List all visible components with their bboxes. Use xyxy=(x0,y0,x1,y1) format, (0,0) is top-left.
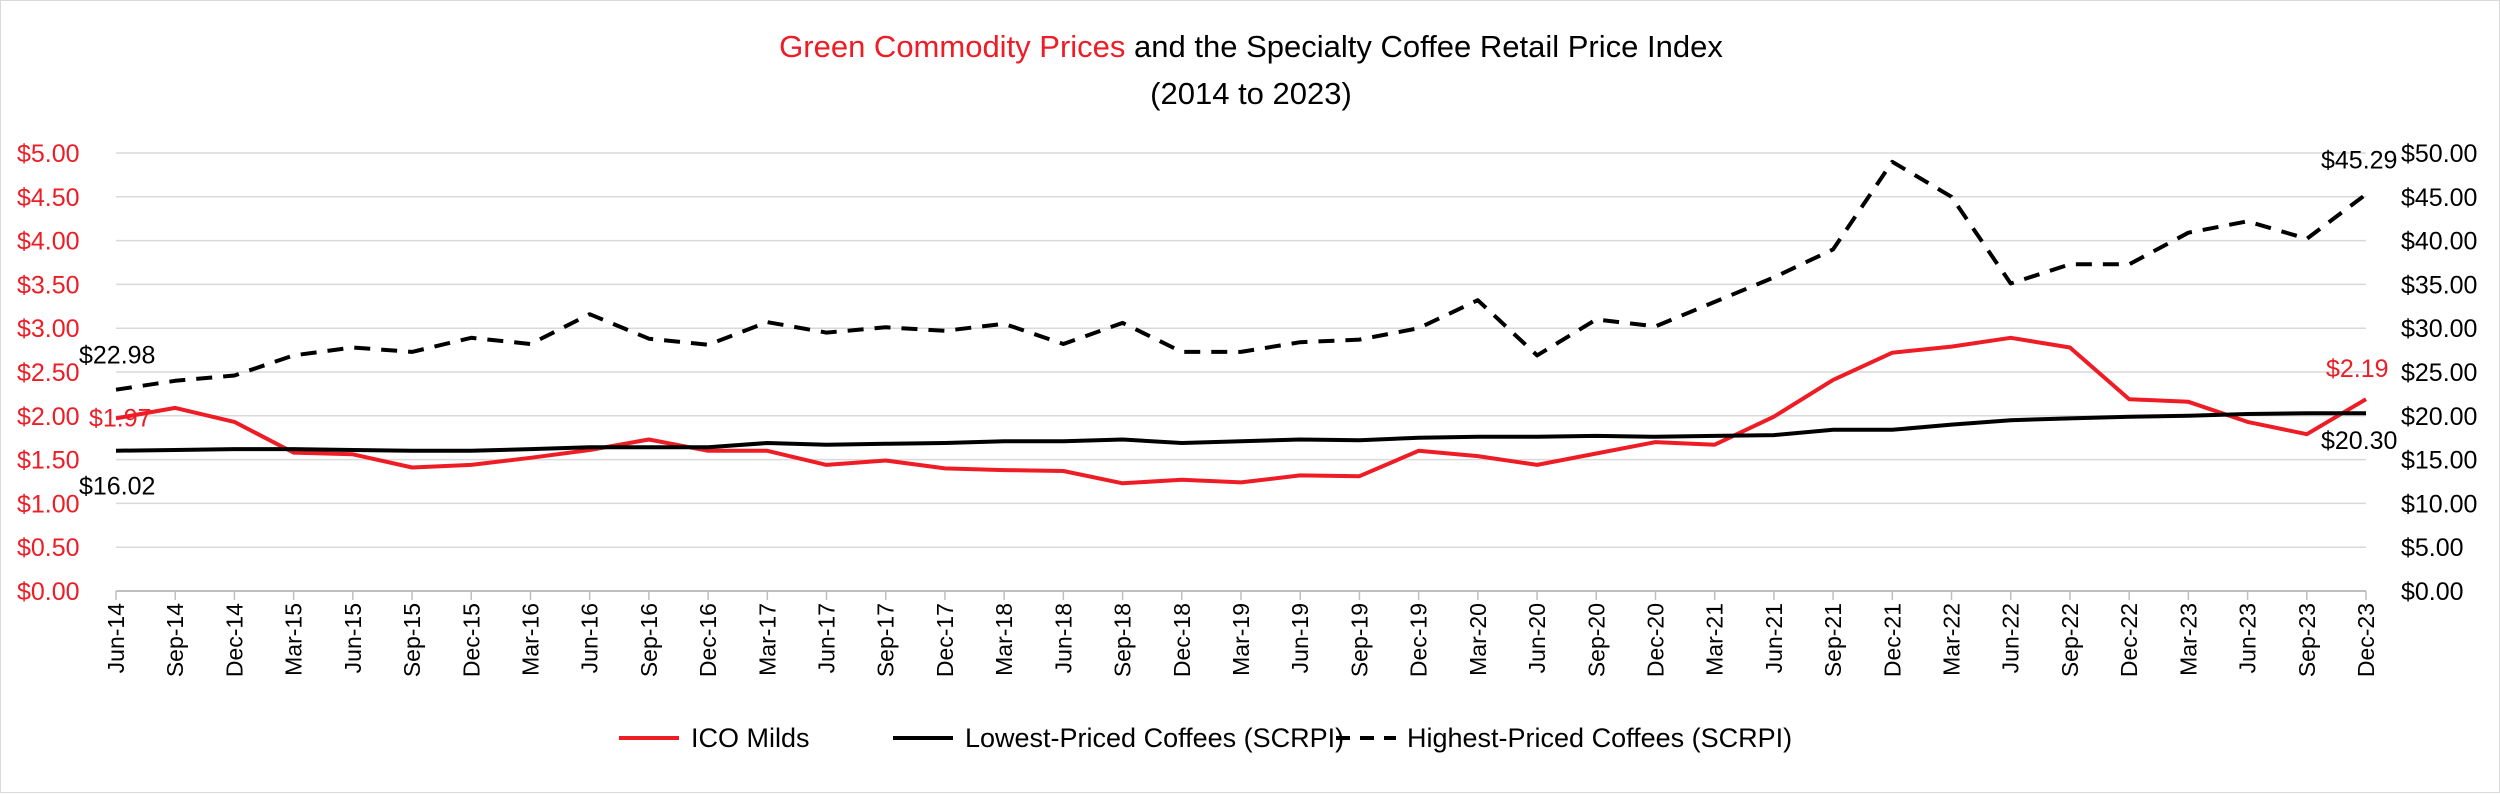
x-tick-label: Mar-23 xyxy=(2175,603,2201,676)
series-line-ico-milds xyxy=(115,335,2368,486)
axes: $0.00 $0.50 $1.00 $1.50 $2.00 $2.50 $3.00 $3.50… xyxy=(17,140,2477,677)
x-tick-label: Mar-22 xyxy=(1939,603,1965,676)
x-tick-label: Sep-21 xyxy=(1820,603,1846,677)
right-tick-label: $50.00 xyxy=(2401,140,2477,168)
highest-start-label: $22.98 xyxy=(79,342,155,370)
x-tick-label: Jun-23 xyxy=(2235,603,2261,673)
series-line-lowest-priced-coffees-scrpi xyxy=(115,411,2366,453)
x-tick-label: Mar-19 xyxy=(1228,603,1254,676)
right-tick-label: $0.00 xyxy=(2401,578,2464,606)
x-tick-label: Jun-15 xyxy=(340,603,366,673)
x-tick-label: Mar-18 xyxy=(991,603,1017,676)
x-tick-label: Sep-20 xyxy=(1583,603,1609,677)
chart-subtitle: (2014 to 2023) xyxy=(1150,76,1352,111)
left-tick-label: $3.50 xyxy=(17,271,80,299)
gridlines xyxy=(116,152,2366,548)
left-tick-label: $4.50 xyxy=(17,184,80,212)
left-tick-label: $5.00 xyxy=(17,140,80,168)
x-tick-label: Jun-22 xyxy=(1998,603,2024,673)
x-tick-label: Sep-17 xyxy=(873,603,899,677)
x-tick-label: Dec-19 xyxy=(1406,603,1432,677)
x-tick-label: Mar-16 xyxy=(517,603,543,676)
lowest-start-label: $16.02 xyxy=(79,473,155,501)
x-tick-label: Jun-17 xyxy=(814,603,840,673)
right-tick-label: $35.00 xyxy=(2401,271,2477,299)
left-tick-label: $3.00 xyxy=(17,315,80,343)
x-tick-label: Jun-19 xyxy=(1287,603,1313,673)
ico-start-label: $1.97 xyxy=(89,404,152,432)
x-tick-label: Sep-15 xyxy=(399,603,425,677)
right-tick-label: $25.00 xyxy=(2401,359,2477,387)
title-black-part: and the Specialty Coffee Retail Price In… xyxy=(1125,29,1723,64)
x-tick-label: Sep-19 xyxy=(1346,603,1372,677)
left-tick-label: $2.00 xyxy=(17,403,80,431)
x-tick-label: Dec-21 xyxy=(1879,603,1905,677)
x-tick-label: Dec-18 xyxy=(1169,603,1195,677)
x-tick-label: Jun-21 xyxy=(1761,603,1787,673)
ico-end-label: $2.19 xyxy=(2326,355,2389,383)
left-tick-label: $4.00 xyxy=(17,228,80,256)
chart-title: Green Commodity Prices and the Specialty… xyxy=(779,29,1723,64)
legend-label: ICO Milds xyxy=(691,723,810,753)
highest-end-label: $45.29 xyxy=(2321,146,2397,174)
right-tick-label: $20.00 xyxy=(2401,403,2477,431)
x-tick-label: Sep-14 xyxy=(162,603,188,677)
legend-label: Lowest-Priced Coffees (SCRPI) xyxy=(965,723,1344,753)
x-tick-label: Sep-23 xyxy=(2294,603,2320,677)
lowest-end-label: $20.30 xyxy=(2321,427,2397,455)
left-tick-label: $0.00 xyxy=(17,578,80,606)
left-tick-label: $1.50 xyxy=(17,447,80,475)
right-tick-label: $10.00 xyxy=(2401,490,2477,518)
x-tick-label: Mar-20 xyxy=(1465,603,1491,676)
series-line-highest-priced-coffees-scrpi xyxy=(115,159,2368,392)
data-labels: $1.97 $2.19 $16.02 $20.30 $22.98 $45.29 xyxy=(79,146,2397,500)
x-tick-label: Jun-18 xyxy=(1050,603,1076,673)
x-tick-label: Dec-23 xyxy=(2353,603,2379,677)
right-tick-label: $5.00 xyxy=(2401,534,2464,562)
left-tick-label: $1.00 xyxy=(17,490,80,518)
x-tick-label: Dec-14 xyxy=(221,603,247,677)
x-tick-label: Dec-17 xyxy=(932,603,958,677)
right-tick-label: $45.00 xyxy=(2401,184,2477,212)
x-tick-label: Dec-15 xyxy=(458,603,484,677)
x-tick-label: Jun-20 xyxy=(1524,603,1550,673)
x-tick-label: Mar-15 xyxy=(281,603,307,676)
x-tick-label: Dec-22 xyxy=(2116,603,2142,677)
x-tick-label: Jun-16 xyxy=(577,603,603,673)
x-tick-label: Sep-16 xyxy=(636,603,662,677)
right-tick-label: $30.00 xyxy=(2401,315,2477,343)
right-tick-label: $40.00 xyxy=(2401,228,2477,256)
x-tick-label: Dec-20 xyxy=(1642,603,1668,677)
x-tick-label: Dec-16 xyxy=(695,603,721,677)
left-tick-label: $0.50 xyxy=(17,534,80,562)
right-tick-label: $15.00 xyxy=(2401,447,2477,475)
series-lines xyxy=(115,159,2368,486)
legend-label: Highest-Priced Coffees (SCRPI) xyxy=(1407,723,1792,753)
x-tick-label: Mar-21 xyxy=(1702,603,1728,676)
title-red-part: Green Commodity Prices xyxy=(779,29,1125,64)
x-tick-label: Sep-18 xyxy=(1110,603,1136,677)
x-tick-label: Jun-14 xyxy=(103,603,129,674)
x-tick-label: Sep-22 xyxy=(2057,603,2083,677)
legend: ICO Milds Lowest-Priced Coffees (SCRPI) Hi… xyxy=(619,723,1792,753)
left-tick-label: $2.50 xyxy=(17,359,80,387)
x-tick-label: Mar-17 xyxy=(754,603,780,676)
